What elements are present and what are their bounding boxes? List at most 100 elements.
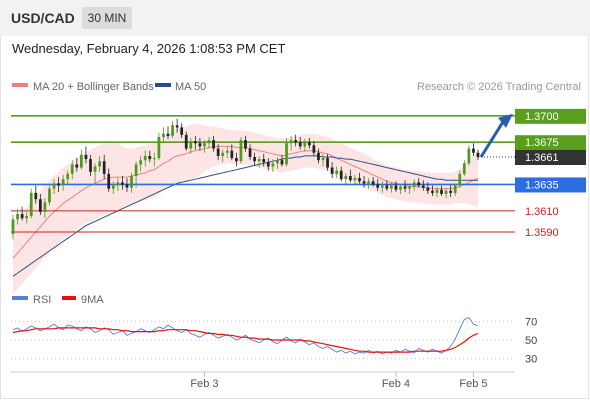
candle-body: [453, 185, 457, 193]
candle-body: [116, 182, 120, 186]
candle-body: [248, 148, 252, 157]
symbol-title: USD/CAD: [11, 10, 75, 26]
candle-body: [339, 170, 343, 180]
legend-swatch-rsi: [12, 296, 28, 300]
candle-body: [476, 152, 480, 157]
candle-body: [385, 185, 389, 189]
candle-body: [462, 163, 466, 174]
candle-body: [376, 184, 380, 188]
candle-body: [444, 190, 448, 194]
level-label-1.3590: 1.3590: [525, 227, 559, 239]
candle-body: [253, 157, 256, 162]
candle-body: [162, 133, 165, 137]
candle-body: [239, 140, 243, 162]
candle-body: [29, 192, 33, 217]
candle-body: [84, 154, 88, 160]
legend-swatch-bollinger: [12, 83, 28, 87]
candle-body: [344, 176, 348, 180]
candle-body: [348, 176, 352, 181]
rsi-series-9ma: [12, 327, 479, 353]
candle-body: [426, 187, 430, 191]
candle-body: [193, 141, 197, 144]
candle-body: [189, 141, 193, 149]
candle-body: [75, 164, 79, 168]
candle-body: [421, 185, 425, 188]
header-bar: USD/CAD 30 MIN: [0, 0, 590, 36]
candle-body: [431, 190, 434, 193]
candle-body: [80, 154, 83, 168]
candle-body: [262, 159, 266, 163]
candle-body: [399, 186, 402, 190]
candle-body: [230, 150, 234, 159]
candle-body: [143, 155, 147, 161]
candle-body: [38, 199, 42, 212]
candle-body: [98, 161, 101, 167]
level-label-1.3700: 1.3700: [525, 111, 559, 123]
candle-body: [225, 150, 229, 153]
candle-body: [121, 182, 124, 185]
candle-body: [207, 140, 211, 144]
candle-body: [467, 148, 471, 164]
legend-label-rsi: RSI: [33, 294, 51, 306]
rsi-tick-label-30: 30: [525, 354, 537, 366]
candle-body: [139, 160, 143, 165]
level-badge-1.3635: [515, 177, 586, 193]
rsi-tick-label-70: 70: [525, 316, 537, 328]
candle-body: [403, 186, 407, 189]
candle-body: [198, 143, 202, 147]
timeframe-button[interactable]: 30 MIN: [82, 7, 132, 29]
bollinger-band: [13, 123, 478, 295]
candle-body: [152, 158, 156, 160]
level-badge-1.3675: [515, 135, 586, 151]
candle-body: [221, 152, 225, 156]
candle-body: [102, 161, 106, 174]
candle-body: [48, 188, 51, 203]
credit-text: Research © 2026 Trading Central: [417, 81, 581, 93]
candle-body: [417, 182, 421, 186]
legend-label-9ma: 9MA: [81, 294, 104, 306]
candle-body: [107, 173, 111, 189]
candle-body: [175, 125, 179, 128]
candle-body: [303, 142, 307, 147]
forecast-arrow-head: [498, 113, 513, 128]
candle-body: [280, 160, 284, 165]
candle-body: [111, 185, 115, 189]
candle-body: [180, 127, 184, 135]
candle-body: [184, 134, 188, 149]
candle-body: [285, 143, 288, 165]
candle-body: [157, 136, 161, 159]
candle-body: [244, 140, 247, 149]
candle-body: [458, 173, 462, 186]
level-badge-1.3700: [515, 108, 586, 124]
forecast-arrow-line: [479, 121, 505, 158]
candle-body: [52, 183, 56, 189]
candle-body: [294, 140, 298, 143]
candle-body: [380, 185, 384, 188]
candle-body: [66, 173, 70, 180]
legend-swatch-ma50: [155, 83, 171, 87]
candle-body: [203, 143, 206, 147]
rsi-series-rsi: [12, 317, 479, 355]
candle-body: [43, 202, 47, 212]
candle-body: [89, 159, 92, 172]
candle-body: [93, 166, 97, 172]
candle-body: [353, 178, 357, 181]
candle-body: [130, 176, 133, 188]
candle-body: [134, 164, 138, 176]
candle-body: [266, 162, 270, 167]
rsi-tick-label-50: 50: [525, 335, 537, 347]
candle-body: [330, 167, 334, 174]
candle-body: [371, 181, 375, 185]
last-price-label: 1.3661: [525, 152, 559, 164]
candle-body: [321, 158, 325, 161]
candle-body: [166, 133, 170, 136]
legend-label-bollinger: MA 20 + Bollinger Bands: [33, 81, 154, 93]
candle-body: [271, 163, 275, 167]
candle-body: [289, 140, 293, 144]
level-label-1.3675: 1.3675: [525, 137, 559, 149]
candle-body: [326, 158, 329, 168]
candle-body: [317, 152, 320, 161]
level-label-1.3635: 1.3635: [525, 179, 559, 191]
candle-body: [16, 214, 19, 220]
